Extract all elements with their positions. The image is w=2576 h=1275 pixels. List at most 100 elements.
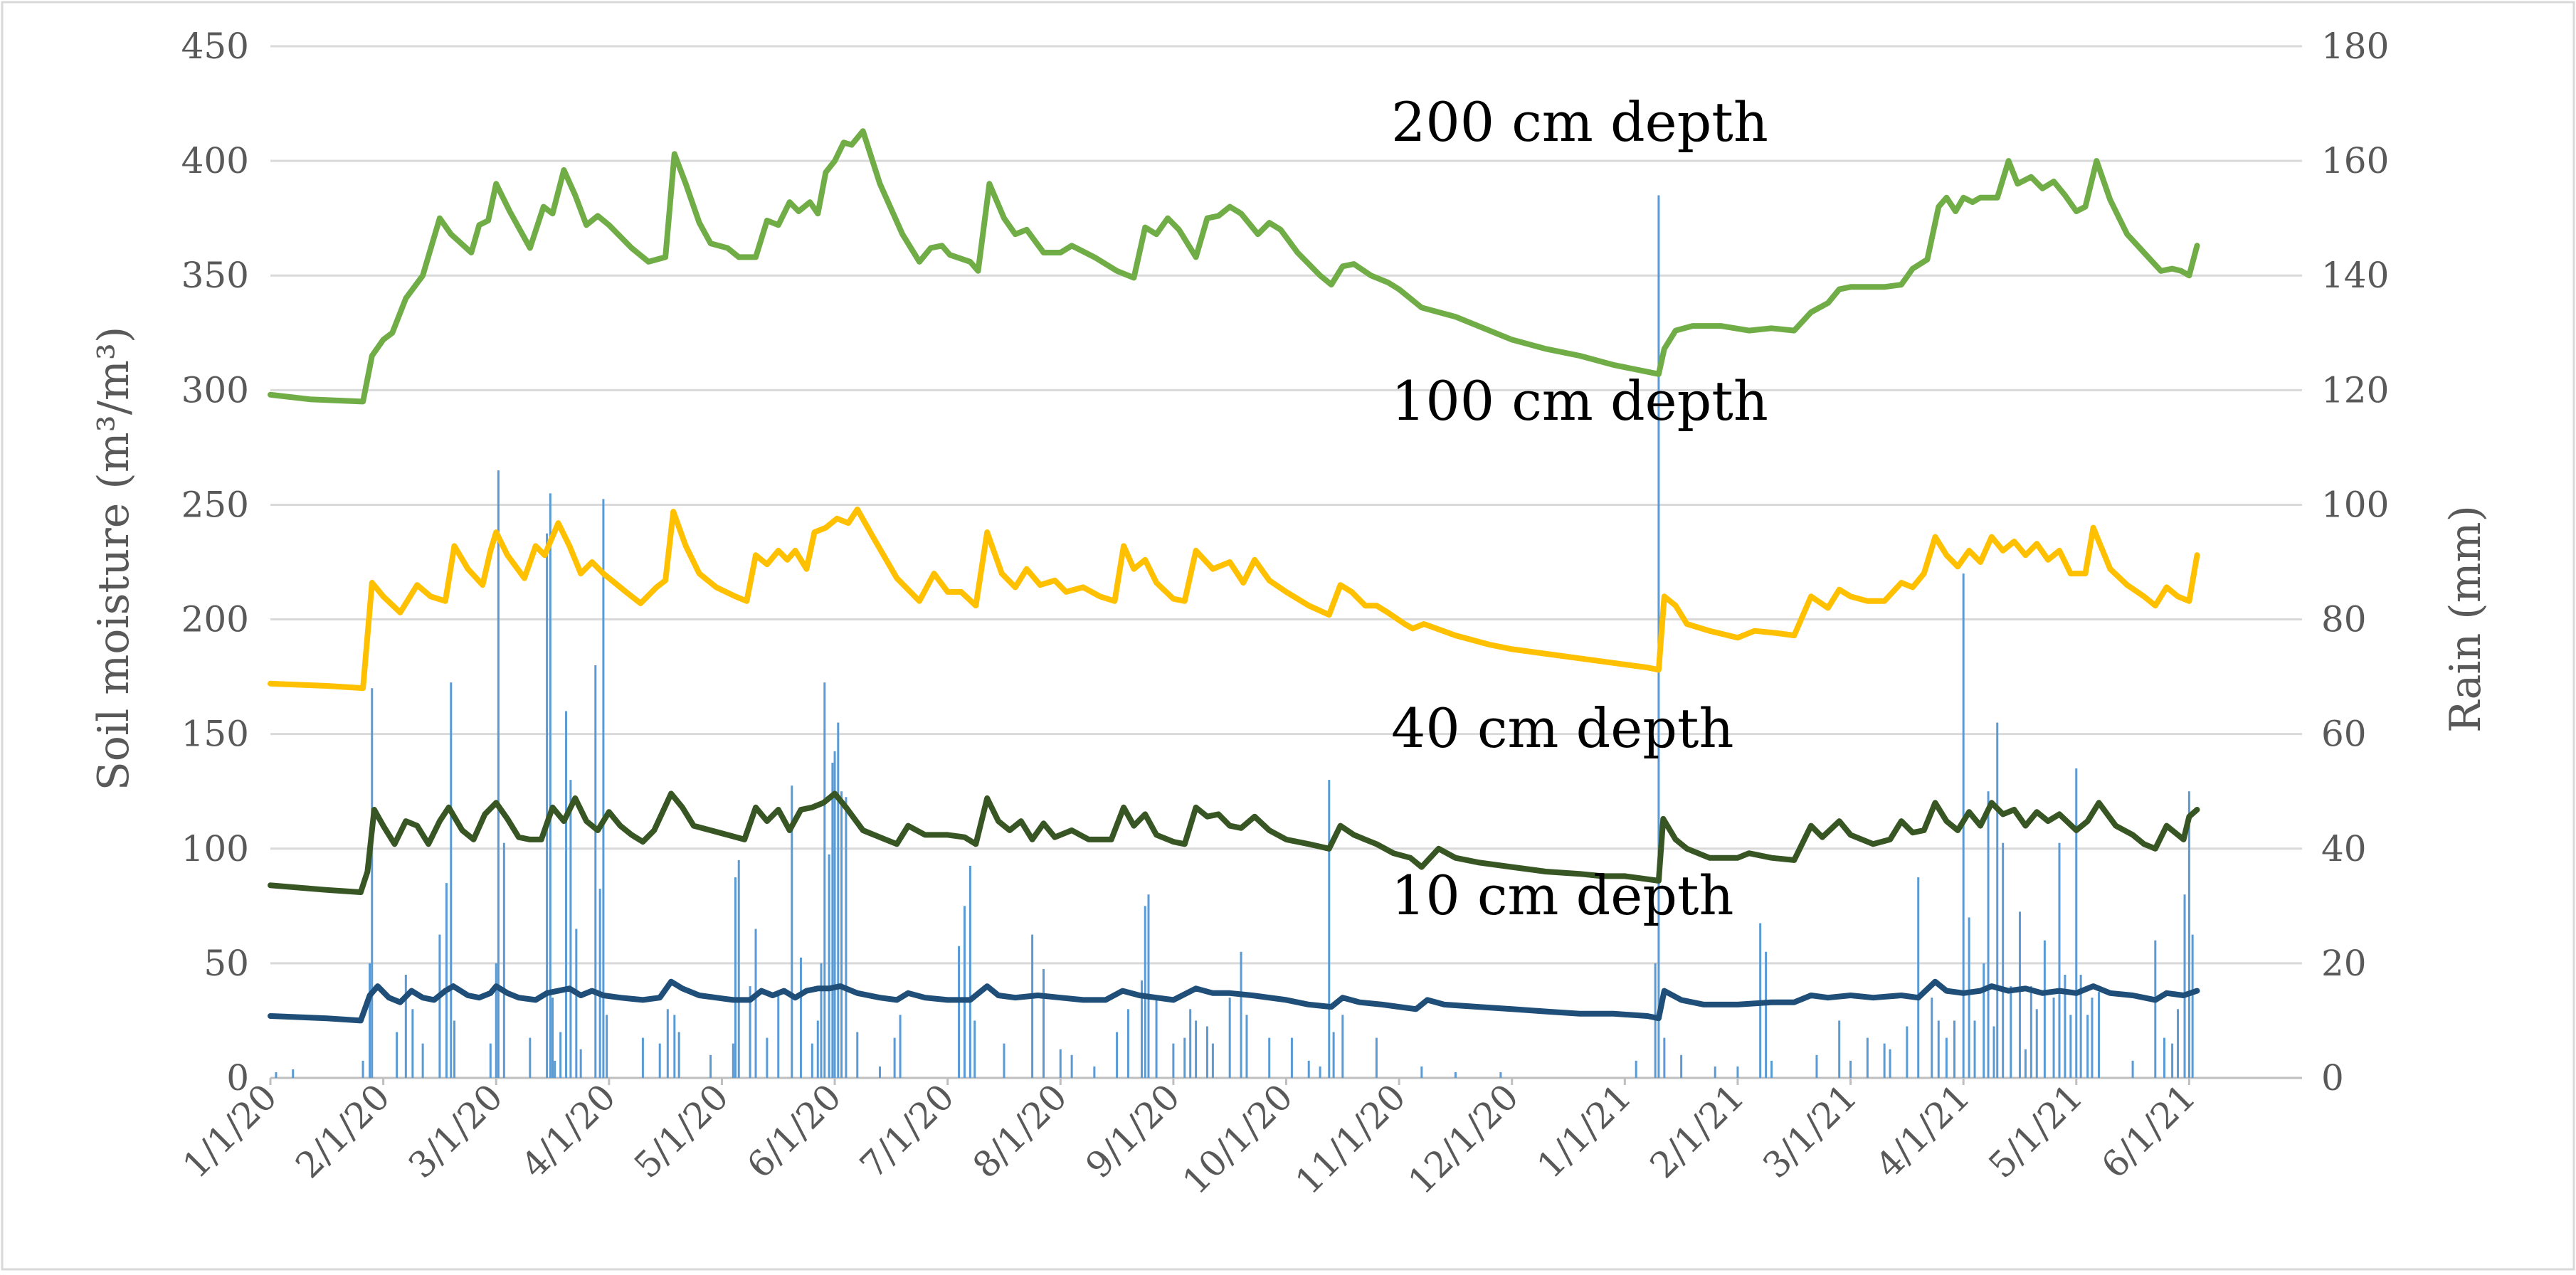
rain-bar: [2064, 975, 2066, 1078]
rain-bar: [823, 682, 826, 1078]
rain-bar: [2079, 975, 2082, 1078]
y-tick-label: 300: [181, 369, 249, 411]
rain-bar: [453, 1020, 456, 1078]
rain-bar: [833, 751, 836, 1078]
rain-bar: [2091, 998, 2094, 1078]
rain-bar: [840, 791, 843, 1078]
rain-bar: [489, 1043, 492, 1078]
rain-bar: [1189, 1009, 1192, 1078]
rain-bar: [1332, 1032, 1335, 1078]
series-line-100-cm-depth: [268, 506, 2200, 692]
rain-bar: [1140, 980, 1143, 1078]
rain-bar: [973, 1020, 976, 1078]
y-tick-label: 150: [181, 714, 249, 755]
rain-bar: [1866, 1037, 1869, 1078]
y-tick-label: 50: [204, 943, 249, 984]
rain-bar: [1375, 1037, 1378, 1078]
rain-bar: [1883, 1043, 1886, 1078]
rain-bar: [893, 1037, 896, 1078]
rain-bar: [2035, 1009, 2038, 1078]
annotation-200cm: 200 cm depth: [1391, 90, 1768, 154]
y-tick-label: 200: [181, 599, 249, 640]
rain-bar: [1116, 1032, 1119, 1078]
rain-bar: [438, 934, 441, 1078]
rain-bar: [2018, 911, 2021, 1078]
rain-bar: [837, 722, 840, 1078]
rain-bar: [1003, 1043, 1005, 1078]
rain-bar: [2029, 986, 2032, 1078]
rain-bar: [594, 665, 597, 1078]
rain-bar: [1736, 1066, 1739, 1078]
y2-tick-label: 140: [2321, 255, 2389, 296]
y2-tick-label: 20: [2321, 943, 2367, 984]
rain-bar: [2086, 1015, 2089, 1078]
y-tick-label: 350: [181, 255, 249, 296]
rain-bar: [606, 1015, 608, 1078]
y-tick-label: 100: [181, 828, 249, 869]
rain-bar: [958, 946, 961, 1078]
rain-bar: [1968, 917, 1970, 1078]
rain-bar: [554, 1060, 556, 1078]
rain-bar: [1420, 1066, 1423, 1078]
rain-bar: [2024, 1049, 2027, 1078]
rain-bar: [1341, 1015, 1344, 1078]
rain-bar: [709, 1054, 712, 1078]
rain-bar: [579, 1049, 582, 1078]
rain-bar: [569, 780, 572, 1078]
series-line-10-cm-depth: [268, 978, 2200, 1024]
rain-bar: [411, 1009, 414, 1078]
rain-bar: [828, 854, 830, 1078]
rain-bar: [549, 493, 551, 1078]
rain-bar: [1319, 1066, 1321, 1078]
rain-bar: [1042, 968, 1045, 1078]
rain-bar: [551, 998, 554, 1078]
rain-bar: [404, 975, 407, 1078]
rain-bar: [2171, 1043, 2174, 1078]
rain-bar: [2075, 768, 2078, 1078]
rain-bar: [2069, 1015, 2072, 1078]
rain-bar: [2043, 940, 2046, 1078]
rain-bar: [1815, 1054, 1818, 1078]
rain-bar: [816, 1020, 819, 1078]
rain-bar: [559, 1032, 562, 1078]
rain-bar: [598, 889, 601, 1078]
rain-bar: [2052, 998, 2055, 1078]
rain-bar: [546, 533, 549, 1078]
y2-tick-label: 180: [2321, 26, 2389, 67]
rain-bar: [361, 1060, 364, 1078]
rain-bar: [1931, 998, 1933, 1078]
rain-bar: [495, 963, 497, 1078]
rain-bar: [1714, 1066, 1716, 1078]
y-tick-label: 400: [181, 140, 249, 181]
rain-bar: [1228, 998, 1231, 1078]
rain-bar: [899, 1015, 902, 1078]
rain-bar: [1070, 1054, 1073, 1078]
rain-bar: [1240, 951, 1242, 1078]
right-axis-ticks: 0 20 40 60 80 100 120 140 160 180: [2321, 26, 2389, 1099]
rain-bar: [2058, 842, 2061, 1078]
rain-bar: [2098, 992, 2100, 1078]
rain-bar: [658, 1043, 661, 1078]
rain-bar: [754, 929, 757, 1078]
rain-bar: [1996, 722, 1999, 1078]
rain-bar: [1059, 1049, 1062, 1078]
rain-bar: [1155, 998, 1158, 1078]
series-line-200-cm-depth: [268, 128, 2200, 405]
rain-bars: [275, 195, 2194, 1078]
rain-bar: [799, 957, 802, 1078]
rain-bar: [502, 842, 505, 1078]
rain-bar: [1205, 1026, 1208, 1078]
left-axis-ticks: 0 50 100 150 200 250 300 350 400 450: [181, 26, 249, 1099]
rain-bar: [1454, 1072, 1457, 1078]
rain-bar: [1245, 1015, 1248, 1078]
series-line-40-cm-depth: [268, 790, 2200, 895]
rain-bar: [2177, 1009, 2180, 1078]
rain-bar: [575, 929, 578, 1078]
rain-bar: [497, 470, 500, 1078]
rain-bar: [292, 1069, 295, 1078]
rain-bar: [1126, 1009, 1129, 1078]
rain-bar: [1838, 1020, 1841, 1078]
rain-bar: [1183, 1037, 1186, 1078]
rain-bar: [1987, 791, 1990, 1078]
